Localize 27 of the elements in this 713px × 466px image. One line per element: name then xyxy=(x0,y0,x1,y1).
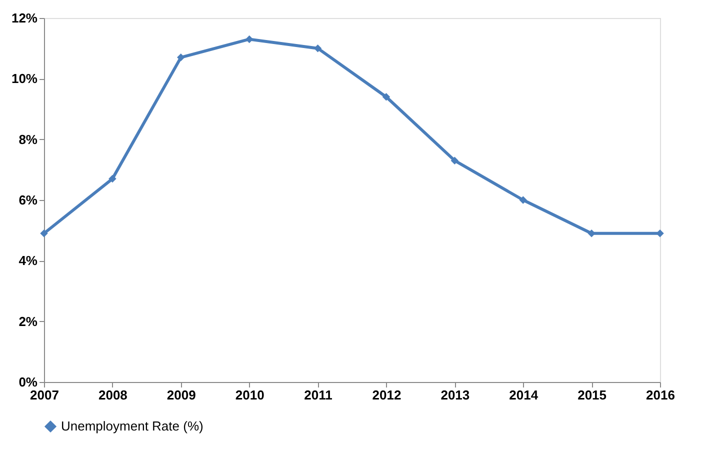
point xyxy=(450,156,459,164)
point xyxy=(108,174,116,183)
y-tick-label: 0% xyxy=(18,374,38,390)
y-tick-label: 12% xyxy=(11,10,38,26)
x-tick-label: 2013 xyxy=(440,388,470,402)
x-tick-label: 2008 xyxy=(98,388,128,402)
point xyxy=(519,196,527,204)
legend-label: Unemployment Rate (%) xyxy=(61,418,204,434)
y-tick-label: 10% xyxy=(11,71,38,86)
point xyxy=(588,229,596,238)
x-tick-label: 2014 xyxy=(509,388,539,402)
x-tick-label: 2012 xyxy=(372,388,402,402)
x-tick-label: 2016 xyxy=(646,388,675,402)
point xyxy=(382,92,390,101)
y-tick-label: 4% xyxy=(18,253,38,268)
x-tick-label: 2015 xyxy=(578,388,607,402)
point xyxy=(245,35,254,44)
y-tick-label: 6% xyxy=(18,192,38,208)
x-tick-label: 2007 xyxy=(30,388,59,402)
y-tick-label: 8% xyxy=(18,132,38,147)
x-tick-label: 2011 xyxy=(304,388,332,402)
point xyxy=(656,229,664,238)
point xyxy=(177,54,185,62)
x-tick-label: 2010 xyxy=(235,388,264,402)
y-tick-label: 2% xyxy=(18,314,38,329)
x-tick-label: 2009 xyxy=(166,388,196,402)
point xyxy=(40,229,48,238)
